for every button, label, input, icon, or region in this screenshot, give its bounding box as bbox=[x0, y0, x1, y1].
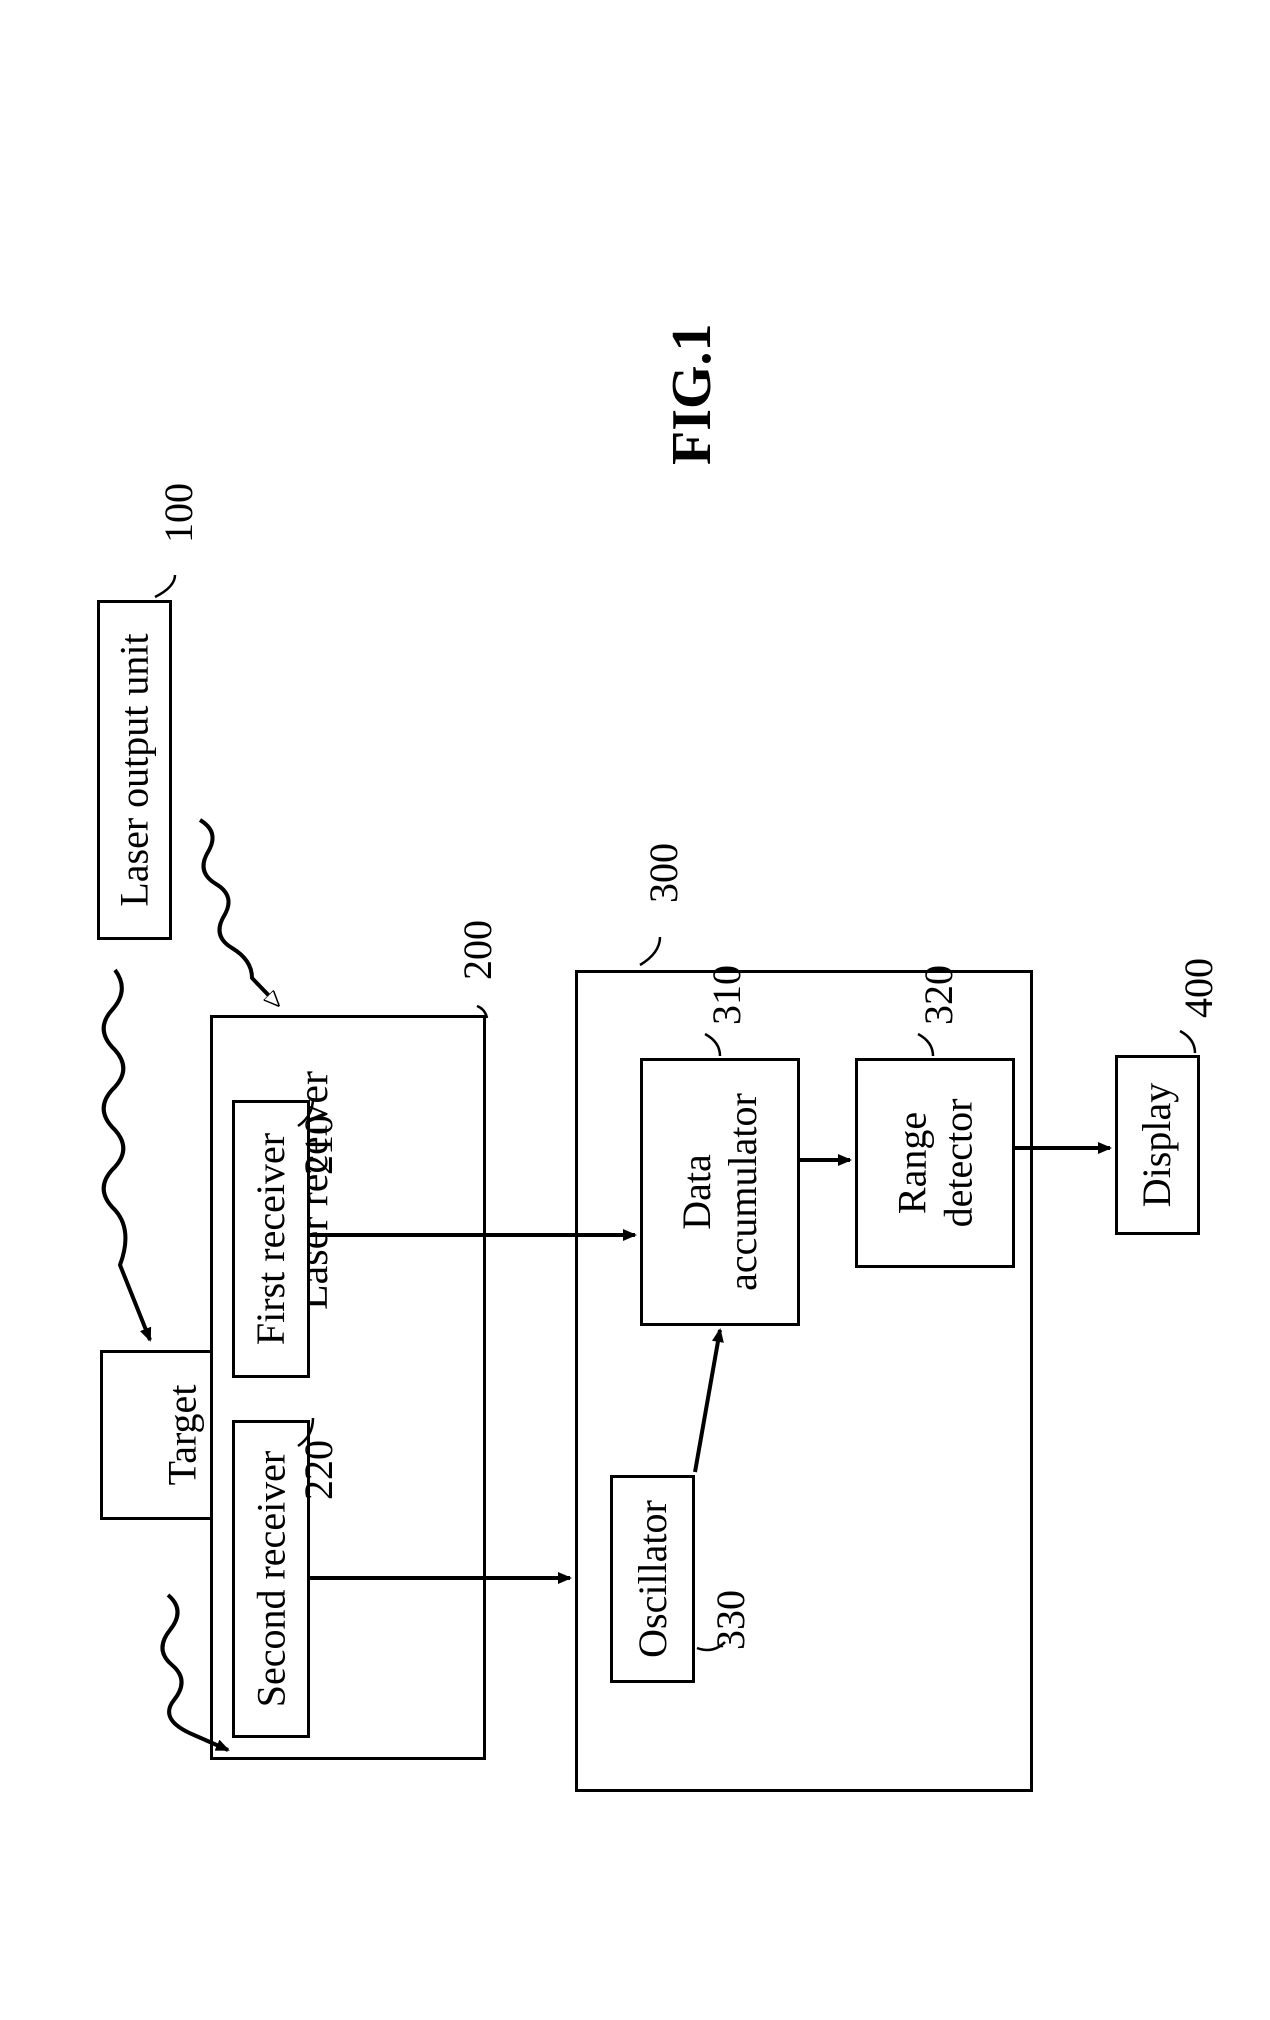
block-display: Display bbox=[1115, 1055, 1200, 1235]
text-line: Data accumulator bbox=[674, 1093, 765, 1291]
block-range-detector: Range detector bbox=[855, 1058, 1015, 1268]
block-first-receiver-label: First receiver bbox=[248, 1133, 294, 1345]
ref-330: 330 bbox=[707, 1590, 754, 1650]
leader-100 bbox=[155, 575, 175, 597]
ref-400: 400 bbox=[1175, 958, 1222, 1018]
block-laser-output: Laser output unit bbox=[97, 600, 172, 940]
ref-310: 310 bbox=[703, 965, 750, 1025]
ref-320: 320 bbox=[915, 965, 962, 1025]
block-data-accumulator-label: Data accumulator bbox=[674, 1093, 766, 1291]
leader-300 bbox=[640, 937, 660, 965]
ref-220: 220 bbox=[295, 1440, 342, 1500]
block-target-label: Target bbox=[159, 1385, 205, 1486]
block-oscillator: Oscillator bbox=[610, 1475, 695, 1683]
text-line: Range detector bbox=[889, 1099, 980, 1228]
block-data-accumulator: Data accumulator bbox=[640, 1058, 800, 1326]
block-laser-output-label: Laser output unit bbox=[112, 633, 158, 906]
ref-300: 300 bbox=[640, 843, 687, 903]
diagram-canvas: FIG.1 Laser output unit 100 Target Laser… bbox=[0, 0, 1270, 2020]
arrow-laser-to-receiver bbox=[200, 820, 278, 1005]
arrow-laser-to-target bbox=[104, 970, 150, 1340]
block-oscillator-label: Oscillator bbox=[630, 1500, 676, 1658]
leader-400 bbox=[1180, 1031, 1195, 1053]
ref-100: 100 bbox=[155, 483, 202, 543]
block-range-detector-label: Range detector bbox=[889, 1099, 981, 1228]
ref-210: 210 bbox=[295, 1115, 342, 1175]
block-display-label: Display bbox=[1135, 1083, 1181, 1207]
block-second-receiver-label: Second receiver bbox=[248, 1451, 294, 1708]
ref-200: 200 bbox=[454, 920, 501, 980]
figure-title: FIG.1 bbox=[660, 323, 724, 465]
